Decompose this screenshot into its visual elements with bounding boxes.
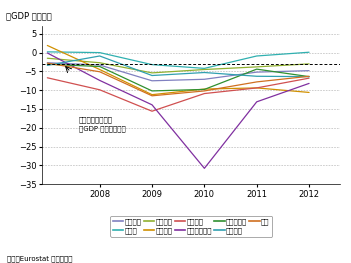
Text: ユーロ参加条件－
（GDP 比３％以内）: ユーロ参加条件－ （GDP 比３％以内）	[79, 117, 126, 132]
Text: （GDP 比、％）: （GDP 比、％）	[6, 11, 52, 20]
Text: 資料：Eurostat から作成。: 資料：Eurostat から作成。	[7, 255, 73, 262]
Legend: フランス, ドイツ, イタリア, スペイン, ギリシャ, アイルランド, ポルトガル, キプロス, 英国: フランス, ドイツ, イタリア, スペイン, ギリシャ, アイルランド, ポルト…	[110, 216, 272, 237]
